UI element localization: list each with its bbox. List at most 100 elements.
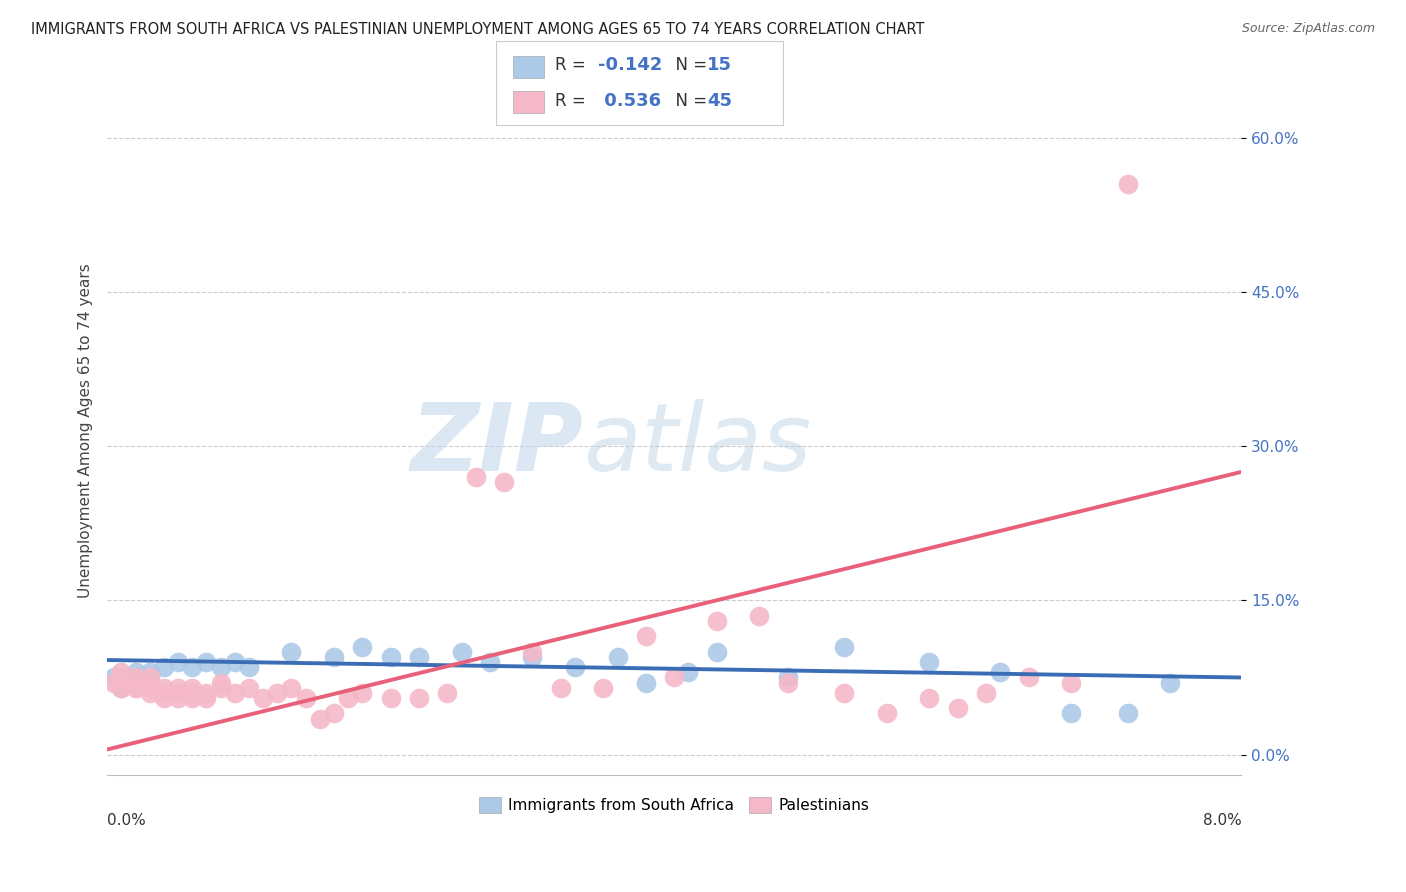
- Point: [1018, 671, 1040, 685]
- Point: [1160, 675, 1182, 690]
- Point: [634, 629, 657, 643]
- Point: [478, 655, 501, 669]
- Point: [550, 681, 572, 695]
- Text: 0.536: 0.536: [598, 92, 661, 110]
- Point: [664, 671, 686, 685]
- Point: [209, 660, 232, 674]
- Point: [280, 645, 302, 659]
- Point: [592, 681, 614, 695]
- Point: [124, 675, 146, 690]
- Point: [974, 686, 997, 700]
- Point: [138, 675, 160, 690]
- Text: 45: 45: [707, 92, 733, 110]
- Point: [706, 614, 728, 628]
- Point: [153, 681, 176, 695]
- Point: [153, 691, 176, 706]
- Point: [706, 645, 728, 659]
- Point: [988, 665, 1011, 680]
- Text: atlas: atlas: [583, 399, 811, 490]
- Point: [181, 691, 204, 706]
- Point: [167, 691, 190, 706]
- Point: [138, 665, 160, 680]
- Point: [308, 712, 330, 726]
- Point: [124, 681, 146, 695]
- Point: [494, 475, 516, 490]
- Point: [522, 645, 544, 659]
- Point: [323, 706, 346, 721]
- Point: [266, 686, 288, 700]
- Point: [294, 691, 316, 706]
- Point: [1060, 675, 1083, 690]
- Point: [352, 686, 374, 700]
- Point: [522, 649, 544, 664]
- Point: [408, 649, 430, 664]
- Point: [195, 691, 218, 706]
- Legend: Immigrants from South Africa, Palestinians: Immigrants from South Africa, Palestinia…: [472, 791, 876, 819]
- Point: [124, 665, 146, 680]
- Point: [634, 675, 657, 690]
- Point: [876, 706, 898, 721]
- Point: [776, 675, 799, 690]
- Point: [834, 640, 856, 654]
- Point: [1116, 706, 1139, 721]
- Point: [138, 671, 160, 685]
- Point: [748, 608, 770, 623]
- Text: N =: N =: [665, 92, 713, 110]
- Point: [181, 686, 204, 700]
- Text: -0.142: -0.142: [598, 56, 662, 74]
- Point: [167, 655, 190, 669]
- Point: [110, 681, 132, 695]
- Point: [280, 681, 302, 695]
- Point: [195, 686, 218, 700]
- Point: [946, 701, 969, 715]
- Point: [153, 660, 176, 674]
- Point: [103, 675, 125, 690]
- Point: [436, 686, 458, 700]
- Text: Source: ZipAtlas.com: Source: ZipAtlas.com: [1241, 22, 1375, 36]
- Point: [224, 655, 246, 669]
- Point: [195, 655, 218, 669]
- Point: [103, 671, 125, 685]
- Point: [138, 686, 160, 700]
- Point: [380, 649, 402, 664]
- Point: [337, 691, 360, 706]
- Point: [124, 671, 146, 685]
- Point: [124, 675, 146, 690]
- Point: [606, 649, 628, 664]
- Point: [323, 649, 346, 664]
- Point: [564, 660, 586, 674]
- Point: [224, 686, 246, 700]
- Text: ZIP: ZIP: [411, 399, 583, 491]
- Point: [110, 681, 132, 695]
- Point: [252, 691, 274, 706]
- Point: [238, 681, 260, 695]
- Point: [408, 691, 430, 706]
- Point: [181, 681, 204, 695]
- Point: [1116, 177, 1139, 191]
- Point: [1060, 706, 1083, 721]
- Text: R =: R =: [555, 56, 592, 74]
- Y-axis label: Unemployment Among Ages 65 to 74 years: Unemployment Among Ages 65 to 74 years: [79, 263, 93, 599]
- Text: IMMIGRANTS FROM SOUTH AFRICA VS PALESTINIAN UNEMPLOYMENT AMONG AGES 65 TO 74 YEA: IMMIGRANTS FROM SOUTH AFRICA VS PALESTIN…: [31, 22, 924, 37]
- Point: [153, 686, 176, 700]
- Text: 15: 15: [707, 56, 733, 74]
- Text: 8.0%: 8.0%: [1202, 813, 1241, 828]
- Point: [918, 691, 941, 706]
- Point: [138, 681, 160, 695]
- Point: [352, 640, 374, 654]
- Point: [918, 655, 941, 669]
- Point: [110, 665, 132, 680]
- Point: [124, 671, 146, 685]
- Point: [110, 671, 132, 685]
- Point: [110, 675, 132, 690]
- Text: N =: N =: [665, 56, 713, 74]
- Point: [209, 675, 232, 690]
- Point: [678, 665, 700, 680]
- Point: [110, 675, 132, 690]
- Point: [380, 691, 402, 706]
- Point: [450, 645, 472, 659]
- Point: [834, 686, 856, 700]
- Point: [464, 470, 486, 484]
- Point: [776, 671, 799, 685]
- Point: [167, 681, 190, 695]
